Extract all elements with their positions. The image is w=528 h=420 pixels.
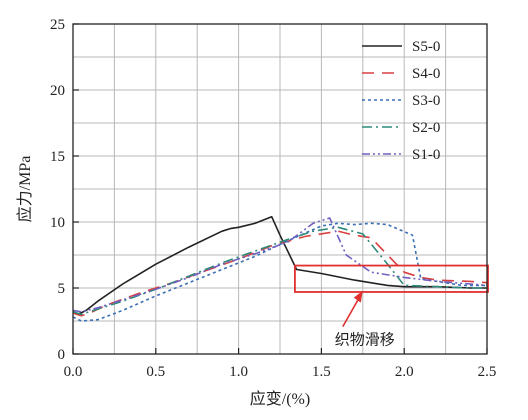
y-tick-label: 25 [50, 17, 65, 33]
series-line-s2-0 [72, 226, 487, 316]
y-axis-title: 应力/MPa [15, 156, 34, 223]
series-line-s4-0 [72, 230, 488, 317]
legend-label-s4-0: S4-0 [412, 66, 440, 82]
axes: 0.0 0.5 1.0 1.5 2.0 2.5 0 5 10 15 20 25 [50, 17, 496, 380]
x-tick-label: 2.0 [395, 364, 414, 380]
y-tick-label: 15 [50, 149, 65, 165]
plot-frame [72, 23, 488, 355]
y-tick-label: 20 [50, 83, 65, 99]
x-tick-label: 1.0 [229, 364, 248, 380]
annotation-box [294, 264, 489, 293]
annotation-arrow [342, 296, 361, 328]
y-tick-label: 10 [50, 215, 65, 231]
legend-label-s1-0: S1-0 [412, 147, 440, 163]
y-tick-label: 5 [58, 281, 66, 297]
x-tick-label: 0.5 [146, 364, 165, 380]
annotation-arrow-head [353, 290, 363, 303]
annotation-label: 织物滑移 [335, 331, 395, 349]
x-axis-title: 应变/(%) [250, 389, 310, 408]
legend-label-s2-0: S2-0 [412, 120, 440, 136]
legend-label-s3-0: S3-0 [412, 93, 440, 109]
annotation: 织物滑移 [294, 264, 489, 349]
y-tick-label: 0 [58, 347, 66, 363]
x-tick-label: 0.0 [64, 364, 83, 380]
grid [73, 24, 487, 354]
legend: S5-0 S4-0 S3-0 S2-0 S1-0 [362, 39, 440, 163]
x-tick-label: 2.5 [478, 364, 497, 380]
legend-label-s5-0: S5-0 [412, 39, 440, 55]
series-line-s1-0 [72, 217, 488, 313]
series-lines [72, 215, 488, 322]
series-line-s5-0 [72, 215, 487, 316]
x-tick-label: 1.5 [312, 364, 331, 380]
